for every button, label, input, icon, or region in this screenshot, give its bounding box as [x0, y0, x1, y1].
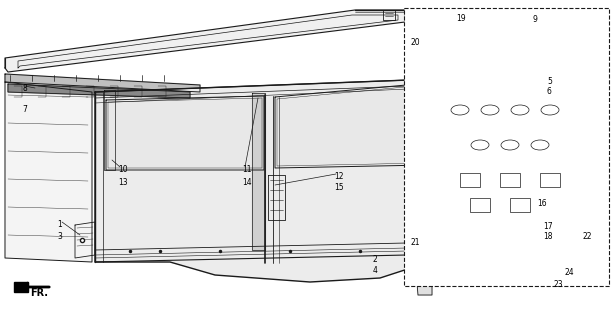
- Text: 24: 24: [565, 268, 574, 277]
- Polygon shape: [5, 74, 200, 92]
- Text: 19: 19: [456, 14, 466, 23]
- Text: 16: 16: [537, 199, 547, 208]
- Ellipse shape: [501, 140, 519, 150]
- Text: 14: 14: [242, 178, 251, 187]
- Polygon shape: [413, 25, 602, 48]
- Text: 8: 8: [22, 84, 27, 93]
- Text: 23: 23: [554, 280, 563, 289]
- Text: FR.: FR.: [30, 288, 48, 298]
- Text: 9: 9: [533, 15, 538, 24]
- Text: 10: 10: [118, 165, 128, 174]
- Ellipse shape: [541, 105, 559, 115]
- Polygon shape: [95, 75, 540, 282]
- Text: 21: 21: [411, 238, 421, 247]
- Ellipse shape: [471, 140, 489, 150]
- Text: 11: 11: [242, 165, 251, 174]
- Text: 13: 13: [118, 178, 128, 187]
- Ellipse shape: [511, 105, 529, 115]
- Text: 4: 4: [373, 266, 378, 275]
- Text: 17: 17: [543, 222, 553, 231]
- Bar: [500, 173, 520, 187]
- Ellipse shape: [481, 105, 499, 115]
- Text: 20: 20: [411, 38, 421, 47]
- Polygon shape: [413, 44, 607, 236]
- Polygon shape: [108, 98, 262, 168]
- Text: 12: 12: [334, 172, 343, 181]
- Ellipse shape: [451, 105, 469, 115]
- Polygon shape: [14, 282, 28, 292]
- Bar: [510, 198, 530, 212]
- Text: 1: 1: [57, 220, 62, 229]
- Polygon shape: [5, 82, 92, 262]
- Text: 22: 22: [583, 232, 593, 241]
- Polygon shape: [277, 85, 426, 166]
- Text: 2: 2: [373, 255, 378, 264]
- Bar: [470, 198, 490, 212]
- Text: 15: 15: [334, 183, 344, 192]
- Polygon shape: [8, 84, 190, 98]
- Polygon shape: [5, 10, 405, 72]
- Bar: [404, 8, 609, 286]
- Text: 3: 3: [57, 232, 62, 241]
- Text: 18: 18: [543, 232, 552, 241]
- Bar: [540, 173, 560, 187]
- Text: 5: 5: [547, 77, 552, 86]
- Ellipse shape: [531, 140, 549, 150]
- Text: 6: 6: [547, 87, 552, 96]
- Bar: [460, 173, 480, 187]
- Polygon shape: [413, 236, 432, 295]
- Polygon shape: [252, 93, 265, 250]
- Text: 7: 7: [22, 105, 27, 114]
- Polygon shape: [442, 80, 533, 158]
